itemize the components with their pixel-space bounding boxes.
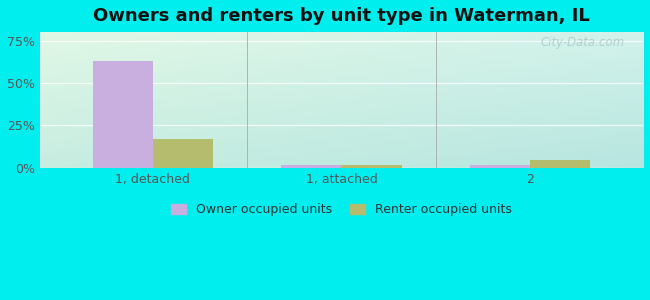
Bar — [341, 165, 402, 168]
Text: City-Data.com: City-Data.com — [541, 36, 625, 49]
Bar — [281, 165, 341, 168]
Bar — [92, 61, 153, 168]
Bar — [469, 165, 530, 168]
Bar — [153, 139, 213, 168]
Title: Owners and renters by unit type in Waterman, IL: Owners and renters by unit type in Water… — [93, 7, 590, 25]
Legend: Owner occupied units, Renter occupied units: Owner occupied units, Renter occupied un… — [166, 198, 517, 221]
Bar — [530, 160, 590, 168]
